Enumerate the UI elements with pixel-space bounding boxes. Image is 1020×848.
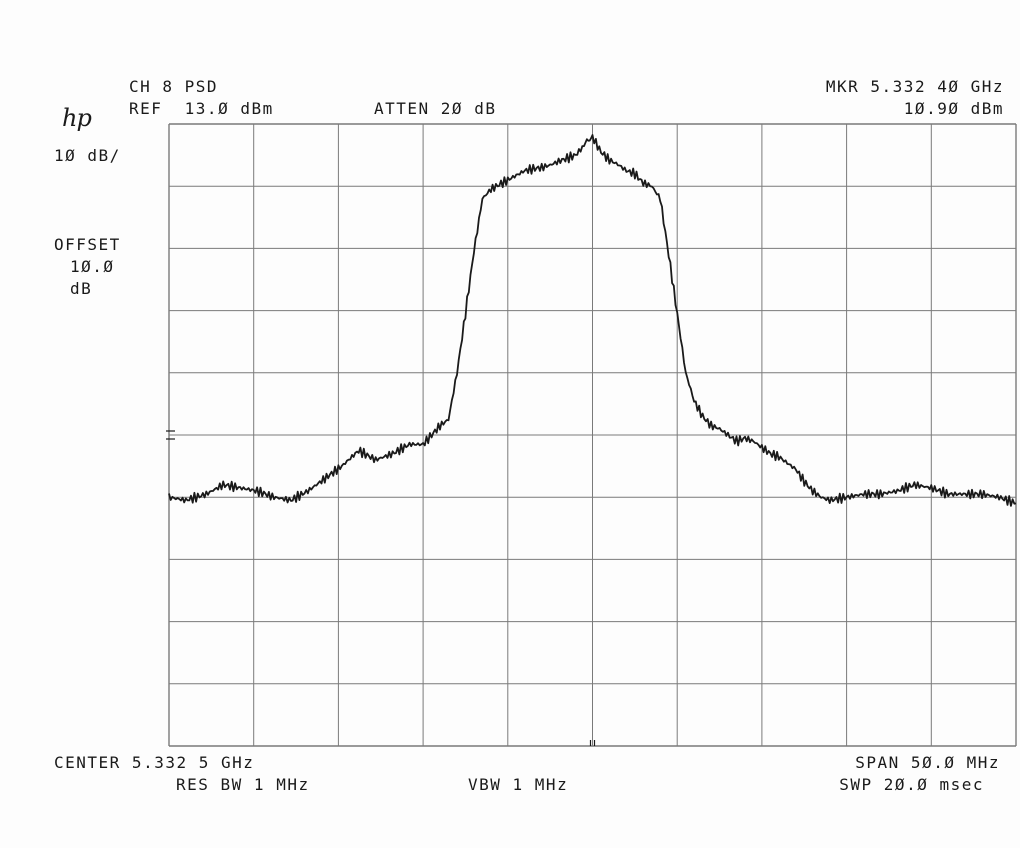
frequency-span: SPAN 5Ø.Ø MHz — [855, 753, 1000, 772]
channel-title: CH 8 PSD — [129, 77, 219, 96]
resolution-bandwidth: RES BW 1 MHz — [176, 775, 310, 794]
center-frequency: CENTER 5.332 5 GHz — [54, 753, 255, 772]
scale-per-division: 1Ø dB/ — [54, 146, 121, 165]
sweep-time: SWP 2Ø.Ø msec — [839, 775, 984, 794]
offset-unit: dB — [70, 279, 93, 298]
video-bandwidth: VBW 1 MHz — [468, 775, 569, 794]
attenuation: ATTEN 2Ø dB — [374, 99, 497, 118]
marker-frequency: MKR 5.332 4Ø GHz — [825, 77, 1004, 96]
marker-level: 1Ø.9Ø dBm — [903, 99, 1004, 118]
offset-value: 1Ø.Ø — [70, 257, 115, 276]
offset-label: OFFSET — [54, 235, 121, 254]
hp-logo: hp — [62, 104, 92, 132]
psd-trace — [168, 134, 1017, 507]
reference-level: REF 13.Ø dBm — [129, 99, 274, 118]
